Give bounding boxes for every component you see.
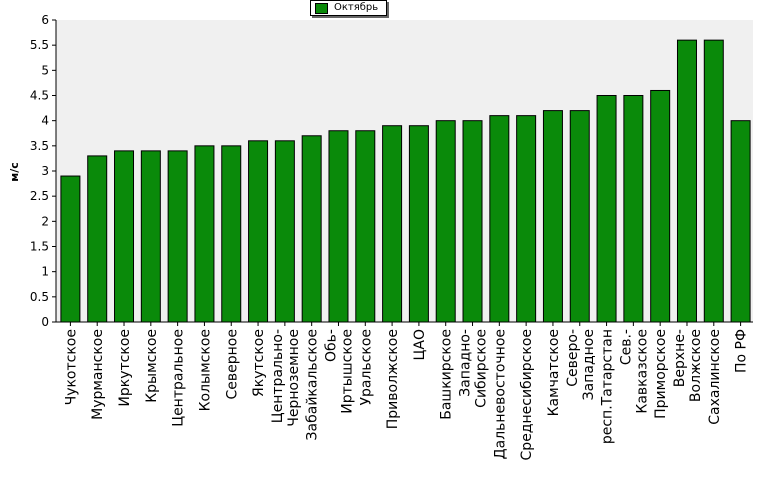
bar — [140, 150, 161, 323]
bar — [408, 125, 429, 323]
bar — [623, 95, 644, 323]
bar — [114, 150, 135, 323]
x-tick-label: Забайкальское — [305, 329, 321, 440]
x-tick-label: Волжское — [688, 329, 704, 402]
x-tick-label: Обь- — [323, 329, 339, 362]
x-tick-label: По РФ — [734, 329, 750, 373]
bars-layer — [60, 39, 751, 323]
x-tick-label: Северо- — [565, 329, 581, 387]
x-tick-label: Сибирское — [474, 329, 490, 408]
bar — [87, 155, 108, 323]
bar — [274, 140, 295, 323]
bar — [435, 120, 456, 323]
legend-label: Октябрь — [334, 2, 379, 13]
x-tick-label: Верхне- — [672, 329, 688, 387]
x-tick-label: Приволжское — [385, 329, 401, 429]
bar — [569, 110, 590, 323]
x-tick-label: Якутское — [251, 329, 267, 397]
y-tick-label: 5 — [41, 63, 49, 77]
bar — [596, 95, 617, 323]
y-tick-label: 3 — [41, 164, 49, 178]
x-tick-label: Северное — [224, 329, 240, 399]
y-axis-label: м/с — [8, 162, 21, 182]
y-tick-label: 4 — [41, 114, 49, 128]
bar — [730, 120, 751, 323]
bar — [382, 125, 403, 323]
x-tick-label: Центрально- — [270, 329, 286, 423]
x-tick-label: Камчатское — [546, 329, 562, 416]
y-tick-label: 1 — [41, 265, 49, 279]
x-tick-label: Сев.- — [618, 329, 634, 365]
x-tick-label: Чукотское — [63, 329, 79, 405]
bar — [60, 175, 81, 323]
x-tick-label: Уральское — [358, 329, 374, 406]
legend: Октябрь — [310, 0, 388, 16]
y-axis-ticks: 0 0.5 1 1.5 2 2.5 3 3.5 4 4.5 5 5.5 6 — [30, 13, 56, 329]
x-tick-label: Колымское — [197, 329, 213, 411]
y-tick-label: 5.5 — [30, 38, 49, 52]
y-tick-label: 4.5 — [30, 89, 49, 103]
bar — [167, 150, 188, 323]
x-tick-label: Центральное — [171, 329, 187, 427]
bar — [676, 39, 697, 323]
y-tick-label: 2.5 — [30, 189, 49, 203]
y-tick-label: 0.5 — [30, 290, 49, 304]
bar — [301, 135, 322, 323]
x-tick-label: Мурманское — [90, 329, 106, 420]
bar — [542, 110, 563, 323]
bar — [194, 145, 215, 323]
bar — [221, 145, 242, 323]
bar — [489, 115, 510, 323]
bar — [248, 140, 269, 323]
x-tick-label: Западное — [581, 329, 597, 400]
bar — [650, 89, 671, 323]
x-tick-label: Кавказское — [634, 329, 650, 414]
x-tick-label: Среднесибирское — [519, 329, 535, 460]
x-tick-label: ЦАО — [412, 329, 428, 360]
x-tick-label: Башкирское — [439, 329, 455, 420]
y-tick-label: 6 — [41, 13, 49, 27]
x-tick-label: Дальневосточное — [492, 329, 508, 459]
x-tick-label: Черноземное — [286, 329, 302, 427]
y-tick-label: 3.5 — [30, 139, 49, 153]
x-tick-label: Западно- — [458, 329, 474, 397]
bar — [703, 39, 724, 323]
bar — [328, 130, 349, 323]
x-tick-label: Иркутское — [117, 329, 133, 407]
x-tick-label: Сахалинское — [707, 329, 723, 425]
y-tick-label: 1.5 — [30, 240, 49, 254]
legend-swatch — [315, 2, 328, 14]
bar — [516, 115, 537, 323]
x-tick-label: Крымское — [144, 329, 160, 403]
y-tick-label: 0 — [41, 315, 49, 329]
y-tick-label: 2 — [41, 214, 49, 228]
x-axis-labels: Чукотское Мурманское Иркутское Крымское Цент… — [63, 322, 750, 460]
bar — [462, 120, 483, 323]
bar — [355, 130, 376, 323]
x-tick-label: Иртышское — [339, 329, 355, 414]
x-tick-label: респ.Татарстан — [600, 329, 616, 444]
x-tick-label: Приморское — [653, 329, 669, 419]
